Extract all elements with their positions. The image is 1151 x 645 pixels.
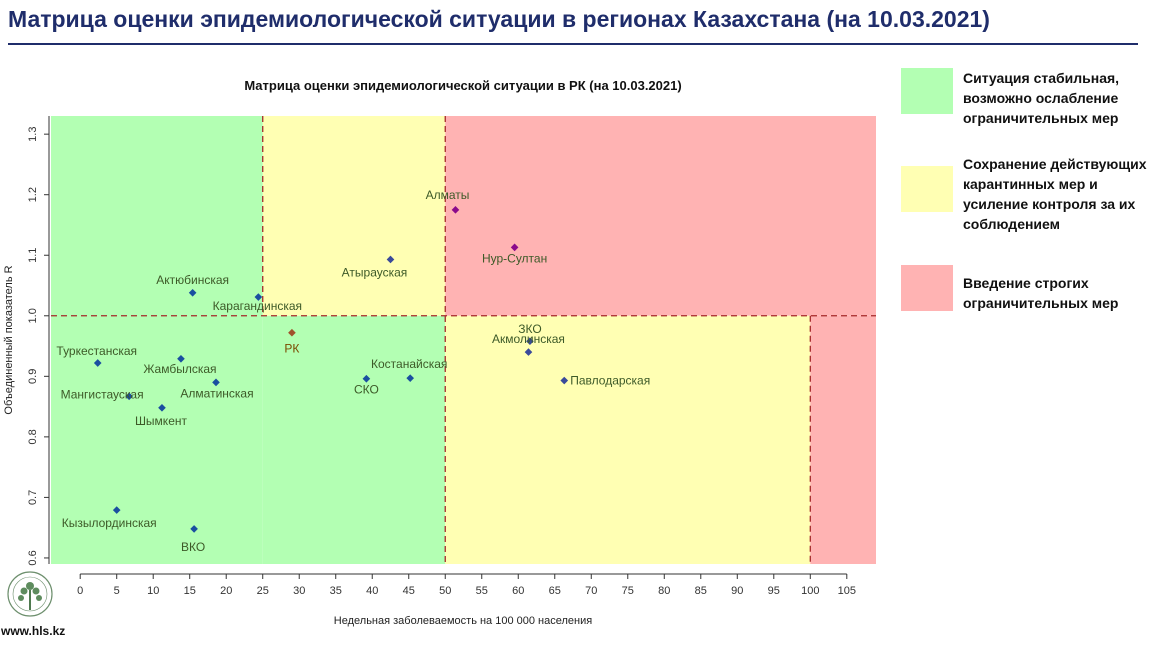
x-tick-label: 70 xyxy=(585,585,597,597)
x-tick-label: 65 xyxy=(549,585,561,597)
data-point xyxy=(510,243,519,252)
x-tick-label: 55 xyxy=(476,585,488,597)
y-tick-label: 0.7 xyxy=(27,490,39,505)
legend-text-line: возможно ослабление xyxy=(963,90,1119,106)
data-point xyxy=(158,403,166,412)
legend-text-line: соблюдением xyxy=(963,216,1060,232)
y-tick-label: 1.0 xyxy=(27,308,39,323)
point-label: Актюбинская xyxy=(156,273,229,287)
x-tick-label: 0 xyxy=(77,585,83,597)
legend-swatch-red xyxy=(901,265,953,311)
legend-text-yellow: Сохранение действующих карантинных мер и у… xyxy=(963,154,1147,234)
point-label: Шымкент xyxy=(135,414,188,428)
legend-text-line: усиление контроля за их xyxy=(963,196,1136,212)
zone-yellow-bottom xyxy=(445,315,811,564)
x-tick-label: 90 xyxy=(731,585,743,597)
data-point xyxy=(188,288,197,297)
site-url: www.hls.kz xyxy=(1,624,66,638)
zone-green-left xyxy=(51,116,263,564)
y-tick-label: 1.2 xyxy=(27,187,39,202)
point-label: Костанайская xyxy=(371,357,447,371)
point-label: Акмолинская xyxy=(492,332,565,346)
x-tick-label: 50 xyxy=(439,585,451,597)
data-point xyxy=(451,206,460,214)
point-label: Алматинская xyxy=(180,386,253,400)
x-tick-label: 10 xyxy=(147,585,159,597)
point-label: Туркестанская xyxy=(56,344,137,358)
x-tick-label: 105 xyxy=(838,585,856,597)
x-tick-label: 45 xyxy=(403,585,415,597)
x-tick-label: 35 xyxy=(330,585,342,597)
legend-text-green: Ситуация стабильная, возможно ослабление о… xyxy=(963,68,1119,128)
legend-text-line: карантинных мер и xyxy=(963,176,1098,192)
legend-swatch-yellow xyxy=(901,166,953,212)
chart-title: Матрица оценки эпидемиологической ситуац… xyxy=(244,78,681,93)
x-axis-label: Недельная заболеваемость на 100 000 насе… xyxy=(334,615,592,627)
data-point xyxy=(190,525,198,533)
x-tick-label: 25 xyxy=(257,585,269,597)
page-title: Матрица оценки эпидемиологической ситуац… xyxy=(8,6,990,32)
point-label: Павлодарская xyxy=(570,374,650,388)
y-tick-label: 1.3 xyxy=(27,127,39,142)
y-axis-label: Объединенный показатель R xyxy=(3,265,15,414)
data-point xyxy=(177,354,185,363)
data-point xyxy=(212,378,220,387)
scatter-chart: Матрица оценки эпидемиологической ситуац… xyxy=(3,78,876,627)
y-tick-label: 0.6 xyxy=(27,550,39,565)
legend-text-line: ограничительных мер xyxy=(963,110,1119,126)
data-point xyxy=(560,376,569,385)
x-tick-label: 5 xyxy=(114,585,120,597)
y-tick-label: 0.8 xyxy=(27,429,39,444)
point-label: ВКО xyxy=(181,540,205,554)
zone-red-top xyxy=(445,116,876,316)
x-tick-label: 85 xyxy=(695,585,707,597)
zone-yellow-top xyxy=(262,116,446,316)
legend-text-red: Введение строгих ограничительных мер xyxy=(963,273,1118,313)
x-tick-label: 100 xyxy=(801,585,819,597)
zone-red-bottom xyxy=(810,315,876,564)
legend-swatch-green xyxy=(901,68,953,114)
x-tick-label: 95 xyxy=(768,585,780,597)
x-tick-label: 40 xyxy=(366,585,378,597)
point-label: Атырауская xyxy=(342,265,408,279)
legend-text-line: Сохранение действующих xyxy=(963,156,1147,172)
zone-green-bottom xyxy=(262,315,446,564)
x-tick-label: 80 xyxy=(658,585,670,597)
data-point xyxy=(288,328,296,337)
point-label: СКО xyxy=(354,383,379,397)
x-tick-label: 60 xyxy=(512,585,524,597)
x-tick-label: 20 xyxy=(220,585,232,597)
point-label: ЗКО xyxy=(518,322,541,336)
x-tick-label: 15 xyxy=(184,585,196,597)
point-label: Жамбылская xyxy=(143,362,216,376)
y-tick-label: 1.1 xyxy=(27,248,39,263)
x-tick-label: 30 xyxy=(293,585,305,597)
organization-logo-icon xyxy=(7,571,53,617)
data-point xyxy=(524,348,533,356)
point-label: Мангистауская xyxy=(61,387,144,401)
legend-text-line: Введение строгих xyxy=(963,275,1089,291)
y-tick-label: 0.9 xyxy=(27,369,39,384)
data-point xyxy=(254,293,263,301)
point-label: Кызылординская xyxy=(62,516,157,530)
x-tick-label: 75 xyxy=(622,585,634,597)
data-point xyxy=(362,374,371,383)
data-point xyxy=(526,337,534,346)
legend-text-line: ограничительных мер xyxy=(963,295,1119,311)
point-label: Нур-Султан xyxy=(482,251,547,265)
point-label: РК xyxy=(284,342,299,356)
point-label: Алматы xyxy=(426,188,470,202)
legend-text-line: Ситуация стабильная, xyxy=(963,70,1120,86)
title-divider xyxy=(8,43,1138,45)
data-point xyxy=(406,374,415,382)
point-label: Карагандинская xyxy=(213,299,302,313)
